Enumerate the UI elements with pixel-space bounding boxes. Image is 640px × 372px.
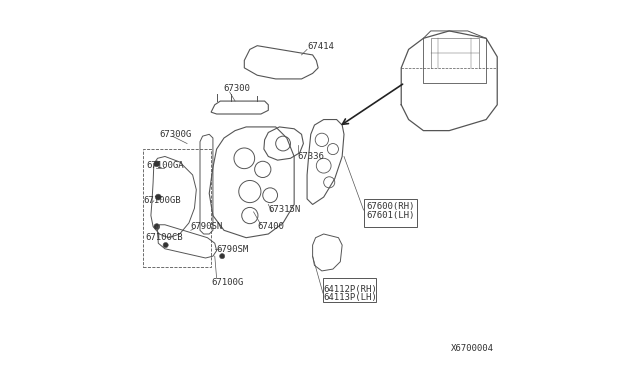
Text: 67100GA: 67100GA [147, 161, 184, 170]
Text: 67414: 67414 [307, 42, 334, 51]
Text: 67300: 67300 [223, 84, 250, 93]
Bar [323, 278, 376, 302]
Text: X6700004: X6700004 [451, 344, 493, 353]
Text: 6790SM: 6790SM [216, 245, 249, 254]
Text: 67100G: 67100G [211, 278, 243, 287]
Circle shape [154, 224, 160, 230]
Text: 67600(RH): 67600(RH) [366, 202, 415, 211]
Text: 67400: 67400 [257, 222, 284, 231]
Text: 67601(LH): 67601(LH) [366, 211, 415, 220]
Text: 6790SN: 6790SN [190, 222, 222, 231]
Bar [143, 149, 211, 267]
Text: 67300G: 67300G [159, 130, 191, 139]
Circle shape [220, 254, 225, 259]
Text: 67100CB: 67100CB [146, 233, 183, 242]
Circle shape [156, 194, 161, 200]
Bar [364, 199, 417, 227]
Text: 64112P(RH): 64112P(RH) [324, 285, 378, 294]
Text: 67315N: 67315N [268, 205, 301, 215]
Text: 67100GB: 67100GB [143, 196, 181, 205]
Circle shape [154, 161, 160, 167]
Text: 67336: 67336 [298, 152, 324, 161]
Circle shape [163, 243, 168, 248]
Text: 64113P(LH): 64113P(LH) [324, 293, 378, 302]
